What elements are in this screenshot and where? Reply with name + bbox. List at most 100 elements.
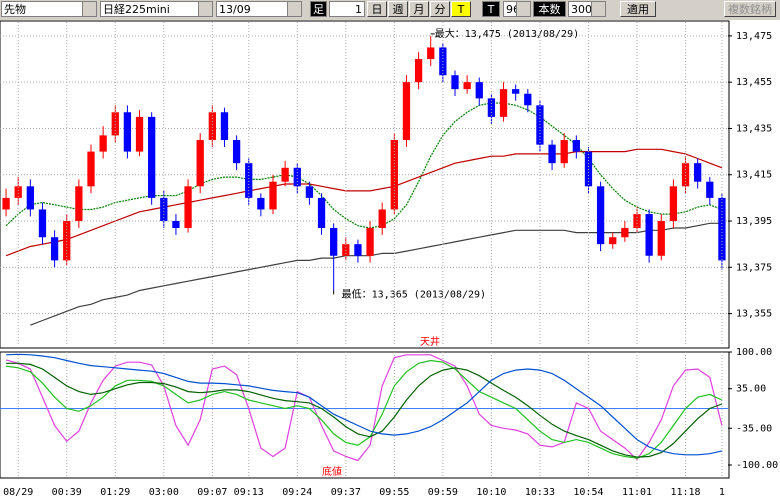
candle-body: [402, 82, 411, 141]
multi-button[interactable]: 複数銘柄: [724, 1, 776, 17]
candle-body: [354, 244, 362, 256]
candle-body: [499, 89, 508, 117]
line-series: [6, 359, 723, 459]
candle-body: [135, 116, 144, 152]
candle-body: [208, 112, 216, 141]
line-series: [6, 362, 723, 458]
max-annotation: 最大：13,475 (2013/08/29): [435, 27, 579, 40]
bottom-annotation: 底値: [322, 465, 342, 478]
candle-body: [414, 59, 423, 83]
x-tick-label: 03:00: [149, 487, 179, 498]
x-tick-label: 00:39: [52, 487, 82, 498]
x-tick-label: 09:55: [379, 487, 409, 498]
y-tick-label: 13,475: [736, 31, 772, 42]
candle-body: [305, 186, 314, 198]
candle-body: [475, 82, 483, 99]
candle-body: [706, 181, 714, 198]
x-tick-label: 10:10: [476, 487, 506, 498]
candle-body: [390, 140, 398, 210]
line-series: [6, 353, 723, 456]
x-tick-label: 09:37: [331, 487, 361, 498]
count-input[interactable]: 96: [503, 1, 531, 17]
candle-body: [63, 221, 71, 261]
period-button[interactable]: 分: [430, 1, 450, 17]
count-label: 本数: [533, 1, 566, 17]
y-tick-label: 13,415: [736, 170, 772, 181]
tick-toggle[interactable]: T: [482, 1, 500, 17]
candle-body: [184, 186, 192, 228]
candle-body: [38, 209, 47, 238]
x-tick-label: 09:13: [234, 487, 264, 498]
x-tick-label: 10:33: [525, 487, 555, 498]
x-tick-label: 09:24: [282, 487, 312, 498]
line-series: [5, 102, 723, 229]
y-tick-label: 13,435: [736, 123, 772, 134]
line-series: [5, 148, 723, 257]
candle-body: [50, 237, 59, 261]
candle-body: [172, 221, 180, 228]
candle-body: [14, 186, 22, 198]
bars-input[interactable]: 3000: [568, 1, 606, 17]
y-tick-label: 13,375: [736, 262, 772, 273]
chart: 13,355 13,375 13,395 13,415 13,435 13,455 13,4…: [0, 20, 778, 498]
min-annotation: 最低：13,365 (2013/08/29): [342, 287, 486, 300]
top-annotation: 天井: [420, 335, 440, 348]
bar-label: 足: [310, 1, 327, 17]
candle-body: [317, 197, 326, 228]
candle-body: [657, 221, 665, 256]
apply-button[interactable]: 適用: [620, 1, 656, 17]
y-tick-label: -35.00: [736, 423, 772, 434]
contract-select[interactable]: 13/09: [216, 1, 302, 17]
candle-body: [330, 227, 338, 256]
x-tick-label: 09:59: [428, 487, 458, 498]
x-tick-label: 08/29: [3, 487, 33, 498]
line-series: [5, 354, 723, 462]
period-button[interactable]: 月: [409, 1, 429, 17]
candle-body: [123, 112, 132, 152]
x-tick-label: 11:18: [670, 487, 700, 498]
candle-body: [596, 186, 605, 245]
tick-button[interactable]: T: [451, 1, 471, 17]
candle-body: [111, 112, 119, 136]
candle-body: [548, 144, 556, 164]
x-tick-label: 10:54: [573, 487, 603, 498]
candle-body: [694, 163, 702, 182]
candle-body: [378, 209, 386, 228]
candle-body: [487, 98, 496, 117]
candle-body: [609, 237, 617, 245]
candle-body: [572, 140, 580, 152]
candle-body: [512, 89, 520, 94]
candle-body: [681, 163, 690, 187]
candle-body: [245, 163, 253, 198]
candle-body: [99, 135, 107, 152]
x-tick-label: 1: [719, 487, 725, 498]
candle-body: [232, 140, 241, 164]
candle-body: [524, 93, 532, 106]
toolbar: 先物 日経225mini 13/09 足 1 日 週 月 分 T T 96 本数…: [0, 0, 780, 20]
period-button[interactable]: 日: [367, 1, 387, 17]
candle-body: [621, 227, 629, 238]
y-tick-label: 13,355: [736, 309, 772, 320]
candle-body: [427, 47, 435, 60]
market-select[interactable]: 先物: [1, 1, 97, 17]
candle-body: [584, 151, 593, 187]
bar-input[interactable]: 1: [329, 1, 365, 17]
y-tick-label: 100.00: [736, 347, 772, 358]
candle-body: [75, 186, 83, 222]
y-tick-label: 13,455: [736, 77, 772, 88]
candle-body: [196, 140, 204, 187]
x-tick-label: 09:07: [197, 487, 227, 498]
candle-body: [160, 197, 168, 222]
candle-body: [220, 112, 229, 141]
y-tick-label: -100.00: [736, 460, 778, 471]
x-tick-label: 01:29: [100, 487, 130, 498]
candle-body: [463, 82, 471, 90]
period-button[interactable]: 週: [388, 1, 408, 17]
symbol-select[interactable]: 日経225mini: [100, 1, 213, 17]
y-tick-label: 13,395: [736, 216, 772, 227]
y-tick-label: 35.00: [736, 384, 766, 395]
candle-body: [645, 214, 653, 256]
candle-body: [560, 140, 568, 164]
candle-body: [342, 244, 350, 256]
